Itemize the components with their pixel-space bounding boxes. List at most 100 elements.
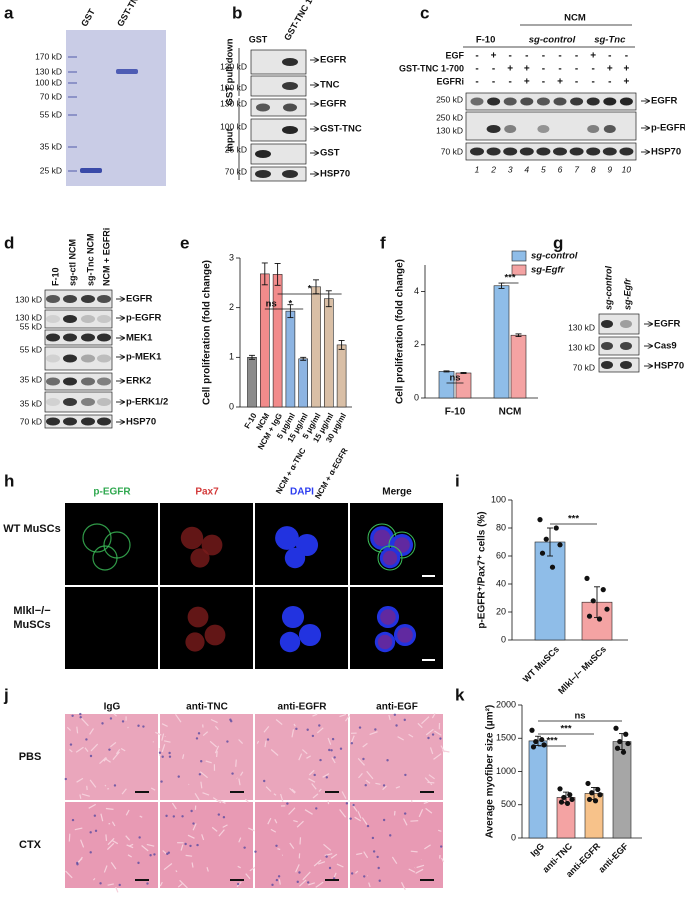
label: HSP70 bbox=[320, 169, 350, 180]
label: 100 kD bbox=[220, 121, 247, 131]
histology bbox=[160, 714, 253, 800]
nucleus bbox=[371, 836, 375, 840]
label: sg-Tnc NCM bbox=[85, 234, 95, 287]
treatment-sign: - bbox=[542, 51, 545, 62]
panel-letter: f bbox=[380, 233, 386, 252]
nucleus bbox=[89, 754, 93, 758]
nucleus bbox=[168, 751, 171, 755]
label: EGFR bbox=[126, 294, 153, 305]
blot-strip bbox=[250, 118, 307, 142]
blot-band bbox=[63, 377, 77, 386]
blot-band bbox=[81, 354, 95, 363]
nucleus bbox=[108, 748, 111, 751]
nucleus bbox=[121, 720, 125, 723]
nucleus bbox=[266, 738, 270, 741]
data-point bbox=[539, 550, 546, 556]
label: F-10 bbox=[50, 267, 60, 286]
nucleus bbox=[118, 883, 121, 887]
blot-band bbox=[46, 377, 60, 386]
nucleus bbox=[158, 751, 162, 754]
treatment-sign: - bbox=[575, 51, 578, 62]
row-label: CTX bbox=[19, 839, 42, 851]
blot-band bbox=[63, 398, 77, 406]
label: MEK1 bbox=[126, 333, 153, 344]
panel-letter: k bbox=[455, 685, 465, 704]
legend-label: sg-Egfr bbox=[531, 265, 566, 276]
blot-band bbox=[282, 58, 298, 66]
label: GST-TNC 1-700 bbox=[115, 0, 156, 28]
error-bar bbox=[443, 370, 450, 373]
label: EGFR bbox=[654, 319, 681, 330]
blot-band bbox=[255, 170, 271, 178]
lane-number: 4 bbox=[524, 164, 529, 174]
blot-strip bbox=[44, 391, 113, 413]
blot-band bbox=[553, 147, 567, 156]
treatment-sign: - bbox=[558, 64, 561, 75]
label: sg-ctl NCM bbox=[67, 239, 77, 286]
blot-band bbox=[97, 377, 111, 386]
label: 70 kD bbox=[573, 362, 595, 372]
blot-band bbox=[486, 125, 501, 133]
nucleus bbox=[393, 713, 397, 717]
treatment-sign: - bbox=[492, 64, 495, 75]
nucleus bbox=[166, 852, 169, 856]
cell bbox=[180, 526, 204, 550]
label: 130 kD bbox=[220, 98, 247, 108]
micrograph bbox=[65, 503, 158, 585]
label: EGFRi bbox=[436, 76, 464, 86]
histology bbox=[160, 802, 253, 888]
nucleus bbox=[349, 817, 352, 820]
nucleus bbox=[192, 822, 195, 825]
label: 35 kD bbox=[20, 374, 42, 384]
blot-band bbox=[81, 398, 95, 406]
blot-band bbox=[470, 97, 484, 106]
label: NCM + EGFRi bbox=[101, 228, 111, 286]
treatment-sign: + bbox=[623, 64, 629, 75]
blot-band bbox=[602, 147, 617, 156]
cell bbox=[190, 548, 210, 568]
cell bbox=[281, 605, 305, 629]
blot-band bbox=[81, 333, 95, 342]
nucleus bbox=[198, 773, 202, 776]
nucleus bbox=[307, 881, 310, 884]
row-label: WT MuSCs bbox=[3, 523, 61, 535]
blot-band bbox=[282, 82, 298, 90]
label: GST bbox=[320, 148, 340, 159]
nucleus bbox=[181, 815, 184, 818]
nucleus bbox=[146, 882, 149, 885]
label: NCM bbox=[564, 13, 586, 24]
bar bbox=[493, 285, 510, 399]
ladder-band bbox=[68, 96, 77, 98]
error-bar bbox=[325, 290, 332, 308]
data-point bbox=[592, 798, 599, 804]
treatment-sign: - bbox=[575, 77, 578, 88]
blot-band bbox=[46, 333, 60, 342]
y-axis-label: p-EGFR⁺/Pax7⁺ cells (%) bbox=[477, 511, 488, 628]
lane-number: 7 bbox=[574, 164, 579, 174]
x-tick-label: NCM bbox=[499, 407, 522, 418]
nucleus bbox=[439, 845, 443, 848]
row-label: Mlkl−/− MuSCs bbox=[13, 605, 51, 631]
treatment-sign: - bbox=[592, 64, 595, 75]
data-point bbox=[620, 749, 627, 755]
blot-strip bbox=[250, 98, 307, 117]
label: EGFR bbox=[651, 96, 678, 107]
nucleus bbox=[350, 872, 354, 875]
significance-label: * bbox=[308, 284, 312, 295]
blot-band bbox=[255, 150, 271, 158]
treatment-sign: + bbox=[557, 77, 563, 88]
y-axis-label: Cell proliferation (fold change) bbox=[395, 259, 406, 404]
label: HSP70 bbox=[651, 147, 681, 158]
nucleus bbox=[71, 714, 74, 718]
cell bbox=[82, 523, 112, 553]
data-point bbox=[625, 740, 631, 747]
nucleus bbox=[230, 719, 233, 723]
panel-letter: a bbox=[4, 3, 14, 22]
blot-band bbox=[97, 417, 111, 426]
nucleus bbox=[333, 756, 336, 759]
label: Cas9 bbox=[654, 341, 677, 352]
nucleus bbox=[328, 748, 331, 752]
treatment-sign: - bbox=[608, 51, 611, 62]
micrograph bbox=[160, 587, 253, 669]
nucleus bbox=[153, 853, 156, 856]
